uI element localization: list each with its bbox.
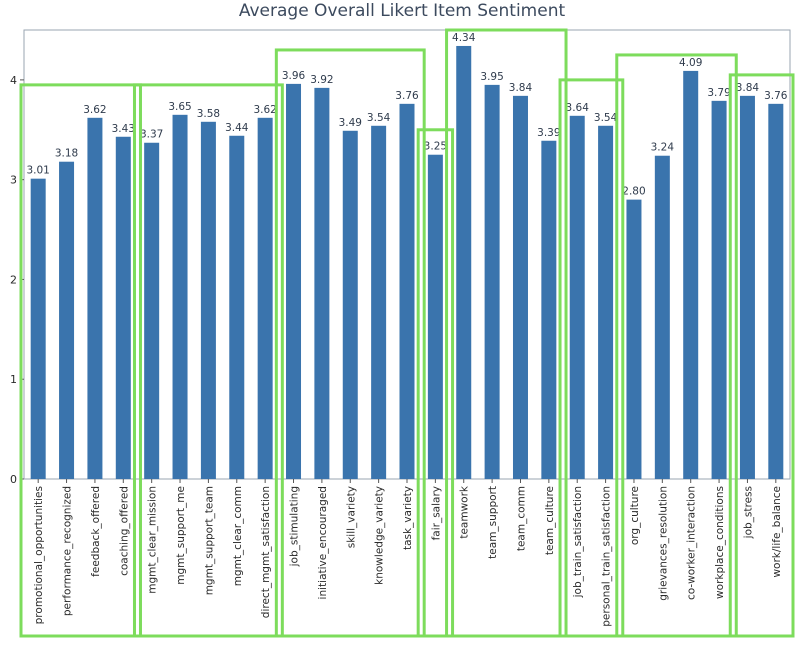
bar (683, 70, 699, 480)
x-tick-label: fair_salary (430, 486, 442, 540)
x-tick-label: grievances_resolution (657, 486, 669, 601)
group-highlight-box (445, 28, 568, 638)
bar (115, 136, 131, 480)
group-highlight-box (132, 83, 284, 638)
bar (598, 125, 614, 479)
group-highlight-box (728, 73, 795, 638)
y-tick-label: 3 (10, 174, 17, 187)
x-tick-label: team_comm (515, 486, 527, 551)
bar-value-label: 4.34 (452, 32, 476, 44)
group-highlight-box (416, 128, 455, 638)
bar-value-label: 4.09 (679, 57, 702, 69)
x-tick-label: work/life_balance (771, 486, 783, 578)
bar-value-label: 3.76 (764, 90, 788, 102)
x-tick-label: mgmt_support_me (175, 486, 187, 585)
bar (768, 103, 784, 479)
y-tick-label: 1 (10, 373, 17, 386)
bar (569, 115, 585, 479)
x-tick-label: co-worker_interaction (686, 486, 698, 600)
x-tick-label: promotional_opportunities (33, 486, 45, 624)
bar (286, 83, 302, 479)
bar (172, 114, 188, 480)
x-tick-label: personal_train_satisfaction (601, 486, 613, 627)
bar-value-label: 3.84 (736, 82, 760, 94)
bar (229, 135, 245, 479)
y-tick-label: 4 (10, 74, 17, 87)
x-tick-label: job_stress (742, 486, 754, 539)
y-tick-label: 0 (10, 473, 17, 486)
bar-value-label: 3.39 (537, 127, 560, 139)
bar (427, 154, 443, 479)
bar-value-label: 3.65 (168, 101, 191, 113)
x-tick-label: direct_mgmt_satisfaction (260, 486, 272, 618)
x-tick-label: performance_recognized (62, 486, 74, 616)
bar-value-label: 3.37 (140, 129, 163, 141)
bar-value-label: 3.79 (707, 87, 730, 99)
x-tick-label: org_culture (629, 486, 641, 545)
bar (711, 100, 727, 479)
x-tick-label: knowledge_variety (374, 486, 386, 585)
bar (371, 125, 387, 479)
bar (739, 95, 755, 479)
bar-value-label: 3.58 (197, 108, 220, 120)
bar (144, 142, 160, 479)
group-highlight-box (19, 83, 142, 638)
bar (30, 178, 46, 479)
bar (512, 95, 528, 479)
bar-value-label: 3.54 (367, 112, 391, 124)
bar (59, 161, 75, 479)
bar (314, 87, 330, 480)
bar-value-label: 3.76 (395, 90, 419, 102)
x-tick-label: team_support (487, 486, 499, 559)
bar-value-label: 3.54 (594, 112, 618, 124)
x-tick-label: initiative_encouraged (317, 486, 329, 599)
bar-value-label: 2.80 (622, 186, 645, 198)
bar-value-label: 3.96 (282, 70, 306, 82)
bar (399, 103, 415, 479)
x-tick-label: job_stimulating (289, 486, 301, 567)
x-tick-label: skill_variety (345, 486, 357, 548)
x-tick-label: coaching_offered (118, 486, 130, 576)
bar-value-label: 3.64 (566, 102, 590, 114)
bar-value-label: 3.44 (225, 122, 249, 134)
bar (200, 121, 216, 479)
y-tick-label: 2 (10, 273, 17, 286)
x-tick-label: workplace_conditions (714, 486, 726, 599)
bar-value-label: 3.18 (55, 148, 78, 160)
bar-value-label: 3.84 (509, 82, 533, 94)
group-highlight-box (274, 48, 426, 638)
bar (87, 117, 103, 479)
bar (541, 140, 557, 479)
x-tick-label: team_culture (544, 486, 556, 555)
bar-value-label: 3.25 (424, 141, 447, 153)
bar-value-label: 3.24 (651, 142, 675, 154)
bar-value-label: 3.62 (83, 104, 106, 116)
x-tick-label: teamwork (459, 485, 471, 539)
bar-value-label: 3.49 (339, 117, 362, 129)
bar (484, 84, 500, 479)
group-highlight-box (558, 78, 625, 638)
bar-value-label: 3.01 (26, 165, 49, 177)
bar (342, 130, 358, 479)
group-highlight-box (615, 53, 738, 638)
bar (654, 155, 670, 479)
x-tick-label: mgmt_clear_comm (232, 486, 244, 586)
bar (257, 117, 273, 479)
bar (456, 45, 472, 479)
x-tick-label: job_train_satisfaction (572, 486, 584, 598)
bar-value-label: 3.95 (480, 71, 503, 83)
x-tick-label: task_variety (402, 486, 414, 550)
x-tick-label: mgmt_support_team (203, 486, 215, 595)
x-tick-label: mgmt_clear_mission (147, 486, 159, 594)
x-tick-label: feedback_offered (90, 486, 102, 577)
bar-value-label: 3.62 (253, 104, 276, 116)
bar-value-label: 3.92 (310, 74, 333, 86)
bar-value-label: 3.43 (112, 123, 135, 135)
bar (626, 199, 642, 479)
chart-title: Average Overall Likert Item Sentiment (238, 1, 566, 21)
